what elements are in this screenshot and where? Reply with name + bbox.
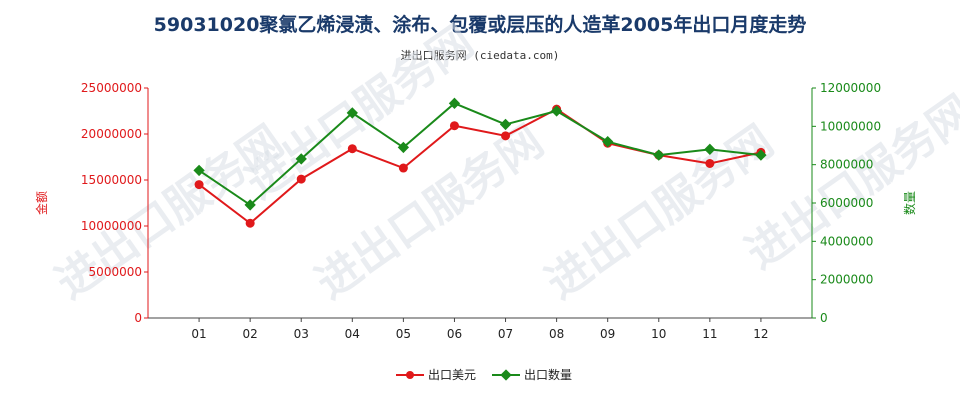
left-tick-label: 15000000	[81, 173, 142, 187]
axes	[144, 87, 816, 322]
left-tick-label: 10000000	[81, 219, 142, 233]
y-axis-right-label: 数量	[902, 191, 917, 215]
watermark-text: 进出口服务网	[737, 86, 960, 279]
x-tick-label: 01	[191, 327, 206, 341]
series-line-0	[198, 107, 762, 225]
data-point-quantity	[602, 136, 614, 148]
x-tick-label: 02	[243, 327, 258, 341]
x-tick-label: 11	[702, 327, 717, 341]
x-tick-label: 04	[345, 327, 360, 341]
right-tick-label: 10000000	[820, 119, 881, 133]
legend-label-0: 出口美元	[428, 368, 476, 382]
left-tick-label: 25000000	[81, 81, 142, 95]
data-point-money	[449, 121, 459, 131]
right-tick-label: 0	[820, 311, 828, 325]
right-tick-label: 6000000	[820, 196, 873, 210]
x-tick-label: 10	[651, 327, 666, 341]
x-tick-label: 12	[753, 327, 768, 341]
right-tick-label: 4000000	[820, 234, 873, 248]
data-point-quantity	[193, 164, 205, 177]
legend-label-1: 出口数量	[524, 367, 572, 382]
y-axis-left-label: 金额	[34, 191, 49, 215]
data-point-quantity	[244, 199, 256, 211]
data-point-money	[296, 174, 306, 184]
data-point-quantity	[397, 141, 410, 154]
legend[interactable]: 出口美元 出口数量	[396, 367, 572, 382]
x-tick-label: 03	[294, 327, 309, 341]
data-point-quantity	[704, 143, 716, 155]
legend-marker-1	[500, 369, 512, 381]
chart-title: 59031020聚氯乙烯浸渍、涂布、包覆或层压的人造革2005年出口月度走势	[153, 14, 807, 36]
data-point-quantity	[295, 153, 307, 165]
x-tick-label: 07	[498, 327, 513, 341]
watermark-text: 进出口服务网	[47, 116, 293, 309]
data-point-money	[705, 158, 715, 168]
right-tick-label: 8000000	[820, 158, 873, 172]
chart-subtitle: 进出口服务网 (ciedata.com)	[400, 49, 560, 62]
tick-labels: 0500000010000000150000002000000025000000…	[34, 81, 917, 341]
x-tick-label: 09	[600, 327, 615, 341]
data-point-quantity	[653, 149, 665, 161]
data-point-money	[245, 218, 255, 228]
right-tick-label: 2000000	[820, 273, 873, 287]
left-tick-label: 5000000	[89, 265, 142, 279]
x-tick-label: 05	[396, 327, 411, 341]
legend-marker-0	[406, 371, 414, 379]
watermark-text: 进出口服务网	[537, 116, 783, 309]
left-tick-label: 20000000	[81, 127, 142, 141]
data-point-money	[501, 131, 511, 141]
series-line-1	[198, 102, 762, 207]
right-tick-label: 12000000	[820, 81, 881, 95]
x-tick-label: 08	[549, 327, 564, 341]
data-point-money	[347, 144, 357, 154]
x-tick-label: 06	[447, 327, 462, 341]
left-tick-label: 0	[134, 311, 142, 325]
data-point-money	[398, 163, 408, 173]
data-point-money	[194, 180, 204, 190]
data-point-quantity	[755, 149, 767, 161]
